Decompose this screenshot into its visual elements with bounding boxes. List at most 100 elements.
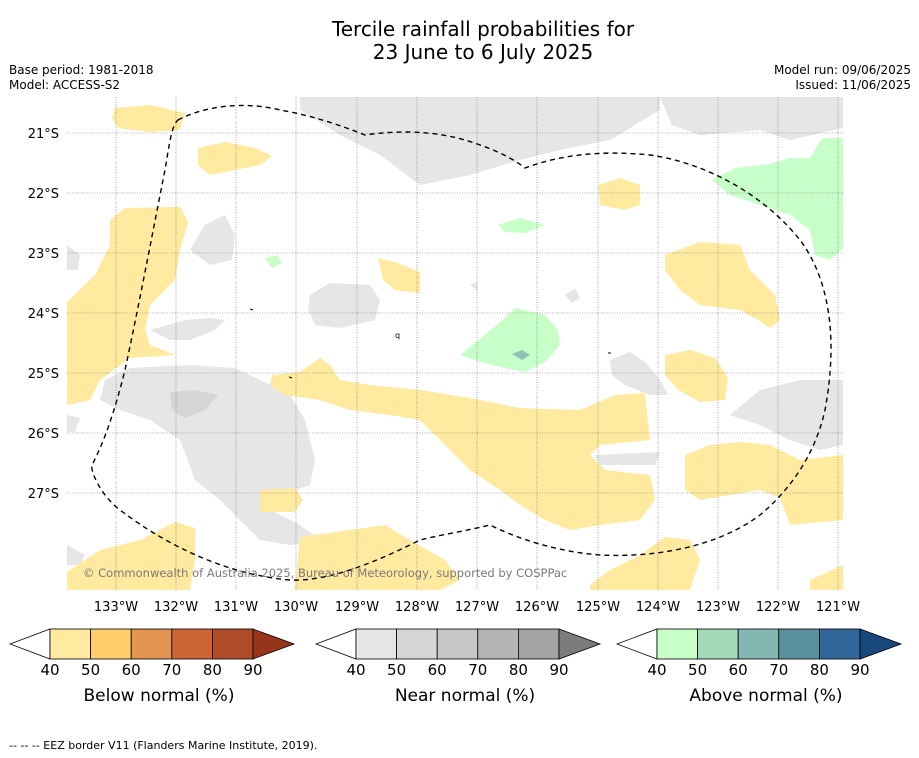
latitude-label: 26°S [28, 427, 59, 442]
near-normal-region-east [730, 380, 843, 450]
colorbar-swatch [737, 628, 780, 660]
latitude-label: 27°S [28, 487, 59, 502]
colorbar-swatches [314, 628, 602, 660]
above-normal-region-center [460, 308, 560, 372]
near-normal-region-mid [610, 352, 668, 395]
latitude-labels: 21°S 22°S 23°S 24°S 25°S 26°S 27°S [28, 127, 59, 502]
near-normal-region-small2 [308, 283, 380, 328]
colorbar-under-extension [8, 628, 51, 660]
model-text: Model: ACCESS-S2 [9, 78, 121, 92]
longitude-labels: 133°W 132°W 131°W 130°W 129°W 128°W 127°W 126°W… [94, 600, 860, 615]
near-normal-region-north [295, 97, 843, 185]
colorbar-tick-label: 60 [427, 661, 447, 679]
colorbar-swatches [615, 628, 903, 660]
copyright-text: © Commonwealth of Australia 2025, Bureau… [83, 566, 567, 580]
longitude-label: 127°W [455, 600, 499, 615]
longitude-label: 130°W [274, 600, 318, 615]
issued-text: Issued: 11/06/2025 [795, 78, 911, 92]
colorbar-tick-label: 70 [162, 661, 182, 679]
colorbar-swatch [656, 628, 698, 660]
below-normal-region-central [270, 358, 655, 530]
colorbar-tick-label: 90 [850, 661, 870, 679]
colorbar-tick-label: 50 [387, 661, 407, 679]
meta-left: Base period: 1981-2018 Model: ACCESS-S2 [9, 63, 154, 93]
near-normal-region-small3 [150, 318, 225, 340]
longitude-label: 125°W [576, 600, 620, 615]
colorbar-swatch [697, 628, 739, 660]
longitude-label: 124°W [636, 600, 680, 615]
longitude-label: 128°W [395, 600, 439, 615]
colorbar-swatch [396, 628, 438, 660]
colorbar-swatch [778, 628, 820, 660]
small-mark [249, 308, 254, 311]
colorbar-swatch [90, 628, 132, 660]
above-normal-60-patch [512, 350, 530, 360]
base-period-text: Base period: 1981-2018 [9, 63, 154, 77]
title-line-1: Tercile rainfall probabilities for [331, 17, 635, 41]
colorbar-swatch [211, 628, 254, 660]
below-normal-region-south-east [590, 537, 700, 590]
longitude-label: 122°W [756, 600, 800, 615]
above-normal-region-tiny [265, 255, 282, 268]
near-normal-region-small1 [190, 215, 235, 265]
above-normal-region-ne [712, 138, 843, 260]
longitude-label: 129°W [335, 600, 379, 615]
map-title: Tercile rainfall probabilities for 23 Ju… [0, 18, 919, 64]
colorbar-tick-label: 50 [81, 661, 101, 679]
below-normal-region-se [685, 442, 843, 525]
latitude-label: 25°S [28, 367, 59, 382]
colorbar-swatch [49, 628, 91, 660]
colorbar-tick-label: 70 [769, 661, 789, 679]
colorbar-tick-label: 90 [243, 661, 263, 679]
colorbar-over-extension [859, 628, 903, 660]
latitude-label: 23°S [28, 247, 59, 262]
small-marker: q [395, 331, 400, 340]
colorbar-swatch [477, 628, 519, 660]
longitude-label: 126°W [515, 600, 559, 615]
colorbar-tick-label: 40 [40, 661, 60, 679]
colorbar-tick-label: 80 [508, 661, 528, 679]
below-normal-region-ne-small [598, 178, 640, 210]
colorbar-tick-label: 90 [549, 661, 569, 679]
near-normal-region-band [595, 452, 660, 465]
above-normal-region-small [498, 218, 545, 233]
colorbar-title: Near normal (%) [394, 686, 536, 706]
colorbar-tick-label: 40 [346, 661, 366, 679]
colorbar-below: 40 50 60 70 80 90 Below normal (%) [8, 628, 309, 706]
probability-fields [67, 97, 843, 590]
colorbar-tick-label: 70 [468, 661, 488, 679]
colorbar-swatch [818, 628, 861, 660]
colorbar-tick-label: 50 [688, 661, 708, 679]
below-normal-region-sw-corner [67, 522, 195, 590]
longitude-label: 132°W [154, 600, 198, 615]
colorbar-over-extension [252, 628, 296, 660]
colorbar-swatches [8, 628, 296, 660]
small-mark [288, 376, 293, 379]
longitude-label: 131°W [214, 600, 258, 615]
colorbar-near: 40 50 60 70 80 90 Near normal (%) [314, 628, 615, 706]
model-run-text: Model run: 09/06/2025 [773, 63, 911, 77]
colorbar-tick-label: 60 [728, 661, 748, 679]
near-normal-50-patch [170, 390, 218, 418]
colorbar-over-extension [558, 628, 602, 660]
below-normal-region-east [665, 242, 780, 328]
below-normal-region-north [198, 142, 272, 175]
colorbar-tick-label: 80 [809, 661, 829, 679]
colorbar-above: 40 50 60 70 80 90 Above normal (%) [615, 628, 916, 706]
eez-border-line [91, 104, 832, 581]
below-normal-region-west [67, 207, 188, 405]
colorbar-swatch [130, 628, 173, 660]
meta-right: Model run: 09/06/2025 Issued: 11/06/2025 [774, 63, 911, 93]
colorbar-tick-label: 80 [202, 661, 222, 679]
colorbar-under-extension [615, 628, 658, 660]
colorbar-swatch [517, 628, 560, 660]
below-normal-region-e2 [665, 350, 728, 402]
longitude-label: 121°W [816, 600, 860, 615]
longitude-label: 133°W [94, 600, 138, 615]
longitude-label: 123°W [696, 600, 740, 615]
colorbar-swatch [436, 628, 479, 660]
eez-footer-note: -- -- -- EEZ border V11 (Flanders Marine… [9, 739, 318, 752]
latitude-label: 24°S [28, 307, 59, 322]
below-normal-region-nw [112, 105, 185, 132]
